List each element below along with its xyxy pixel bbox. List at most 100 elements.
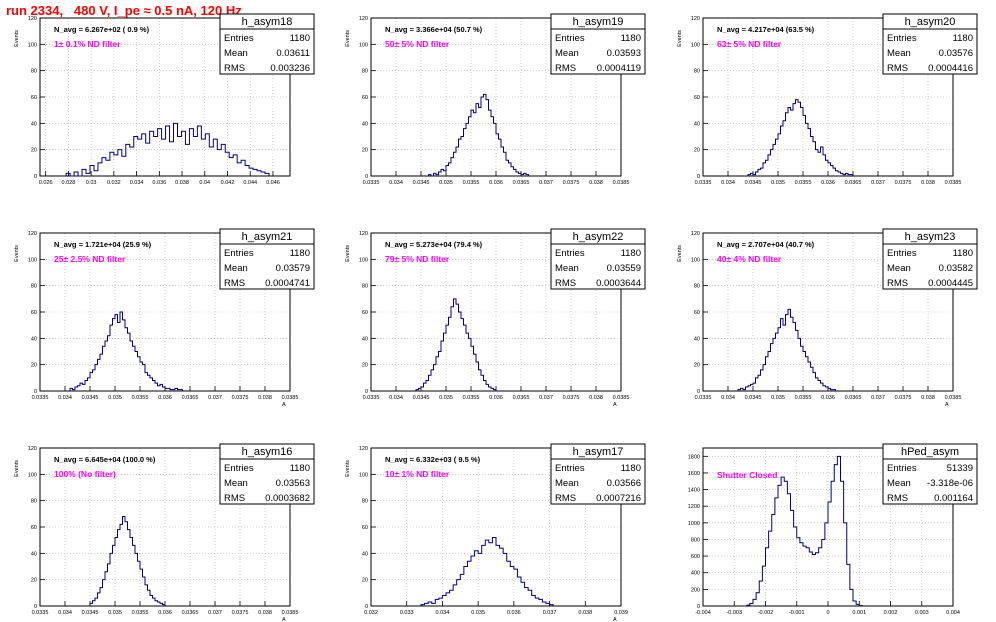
y-tick-label: 800 xyxy=(691,537,700,543)
x-tick-label: 0.044 xyxy=(243,180,257,186)
stats-label-rms: RMS xyxy=(555,63,576,74)
y-tick-label: 1000 xyxy=(688,521,700,527)
y-tick-label: 1600 xyxy=(688,471,700,477)
histogram-series xyxy=(89,515,166,606)
stats-label-rms: RMS xyxy=(555,278,576,289)
stats-value-rms: 0.0007216 xyxy=(596,493,641,504)
filter-label: 40± 4% ND filter xyxy=(717,254,782,264)
stats-label-rms: RMS xyxy=(887,63,908,74)
x-tick-label: 0.0365 xyxy=(182,395,199,401)
x-tick-label: 0.0365 xyxy=(845,395,862,401)
filter-label: 1± 0.1% ND filter xyxy=(54,39,121,49)
x-tick-label: 0.032 xyxy=(364,610,378,616)
y-axis-title: Events xyxy=(345,460,351,477)
histogram-panel-h_asym21: 0.0335 0.034 0.0345 0.035 0.0355 0.036 0.0365 0… xyxy=(14,228,315,408)
y-tick-label: 20 xyxy=(362,363,368,369)
y-tick-label: 60 xyxy=(31,525,37,531)
x-tick-label: -0.002 xyxy=(758,610,774,616)
x-tick-label: 0.0365 xyxy=(182,610,199,616)
x-tick-label: 0.039 xyxy=(614,610,628,616)
stats-box xyxy=(882,443,978,505)
x-axis-title: A xyxy=(613,617,617,622)
stats-box xyxy=(219,228,315,290)
filter-label: 10± 1% ND filter xyxy=(385,469,450,479)
stats-box xyxy=(882,13,978,75)
y-tick-label: 120 xyxy=(28,16,37,22)
y-axis-title: Events xyxy=(677,245,683,262)
x-tick-label: 0.0345 xyxy=(413,395,430,401)
x-tick-label: 0.0375 xyxy=(563,180,580,186)
x-tick-label: 0.037 xyxy=(543,610,557,616)
x-tick-label: 0.0375 xyxy=(895,395,912,401)
x-tick-label: 0.034 xyxy=(58,395,72,401)
stats-box xyxy=(550,13,646,75)
stats-label-entries: Entries xyxy=(224,33,254,44)
stats-value-rms: 0.0004445 xyxy=(928,278,973,289)
x-tick-label: 0.037 xyxy=(871,180,885,186)
stats-value-entries: 51339 xyxy=(947,463,973,474)
x-tick-label: 0.034 xyxy=(130,180,144,186)
x-tick-label: 0.035 xyxy=(108,610,122,616)
y-tick-label: 400 xyxy=(691,571,700,577)
x-tick-label: 0.0375 xyxy=(232,610,249,616)
x-tick-label: 0.038 xyxy=(921,180,935,186)
x-tick-label: 0.036 xyxy=(158,395,172,401)
stats-box xyxy=(219,443,315,505)
x-tick-label: 0.0335 xyxy=(695,180,712,186)
histogram-panel-h_asym18: 0.026 0.028 0.03 0.032 0.034 0.036 0.038 0.04 0.… xyxy=(14,13,315,186)
stats-label-rms: RMS xyxy=(224,63,245,74)
histogram-panel-h_asym16: 0.0335 0.034 0.0345 0.035 0.0355 0.036 0.0365 0… xyxy=(14,443,315,622)
histogram-series xyxy=(428,93,529,177)
y-tick-label: 20 xyxy=(694,148,700,154)
y-tick-label: 40 xyxy=(362,551,368,557)
x-tick-label: 0.0355 xyxy=(795,395,812,401)
histogram-series xyxy=(65,122,270,177)
x-tick-label: 0.0335 xyxy=(695,395,712,401)
stats-value-rms: 0.0004119 xyxy=(597,63,641,74)
stats-label-entries: Entries xyxy=(224,463,254,474)
y-tick-label: 120 xyxy=(691,231,700,237)
x-tick-label: 0.0335 xyxy=(32,610,49,616)
histogram-panel-h_asym17: 0.032 0.033 0.034 0.035 0.036 0.037 0.038 0.039… xyxy=(345,443,646,622)
stats-label-rms: RMS xyxy=(887,278,908,289)
stats-label-entries: Entries xyxy=(555,463,585,474)
x-tick-label: 0.033 xyxy=(400,610,414,616)
y-tick-label: 0 xyxy=(34,389,37,395)
y-tick-label: 120 xyxy=(28,446,37,452)
y-tick-label: 100 xyxy=(359,42,368,48)
x-tick-label: 0.0345 xyxy=(413,180,430,186)
y-tick-label: 60 xyxy=(362,95,368,101)
y-tick-label: 60 xyxy=(31,310,37,316)
y-tick-label: 60 xyxy=(362,310,368,316)
y-tick-label: 20 xyxy=(31,578,37,584)
filter-label: 63± 5% ND filter xyxy=(717,39,782,49)
y-tick-label: 100 xyxy=(691,42,700,48)
histogram-series xyxy=(747,99,854,176)
y-tick-label: 80 xyxy=(31,499,37,505)
x-tick-label: 0.04 xyxy=(199,180,210,186)
x-tick-label: 0.0335 xyxy=(363,395,380,401)
y-tick-label: 20 xyxy=(31,363,37,369)
stats-value-entries: 1180 xyxy=(621,248,641,259)
x-tick-label: 0.038 xyxy=(175,180,189,186)
stats-label-mean: Mean xyxy=(224,263,248,274)
y-tick-label: 80 xyxy=(362,69,368,75)
x-tick-label: -0.003 xyxy=(726,610,742,616)
stats-value-entries: 1180 xyxy=(953,33,973,44)
y-tick-label: 60 xyxy=(694,95,700,101)
filter-label: 79± 5% ND filter xyxy=(385,254,450,264)
x-tick-label: 0.028 xyxy=(62,180,76,186)
x-tick-label: 0.036 xyxy=(489,180,503,186)
y-tick-label: 1400 xyxy=(688,488,700,494)
y-tick-label: 100 xyxy=(359,472,368,478)
x-tick-label: 0.036 xyxy=(489,395,503,401)
histogram-name: h_asym23 xyxy=(905,231,956,243)
stats-value-rms: 0.0003682 xyxy=(265,493,310,504)
y-tick-label: 0 xyxy=(365,174,368,180)
y-tick-label: 80 xyxy=(31,284,37,290)
x-tick-label: 0.035 xyxy=(439,395,453,401)
y-tick-label: 20 xyxy=(694,363,700,369)
x-tick-label: 0.0375 xyxy=(232,395,249,401)
stats-value-mean: 0.03566 xyxy=(607,478,641,489)
y-axis-title: Events xyxy=(14,460,20,477)
